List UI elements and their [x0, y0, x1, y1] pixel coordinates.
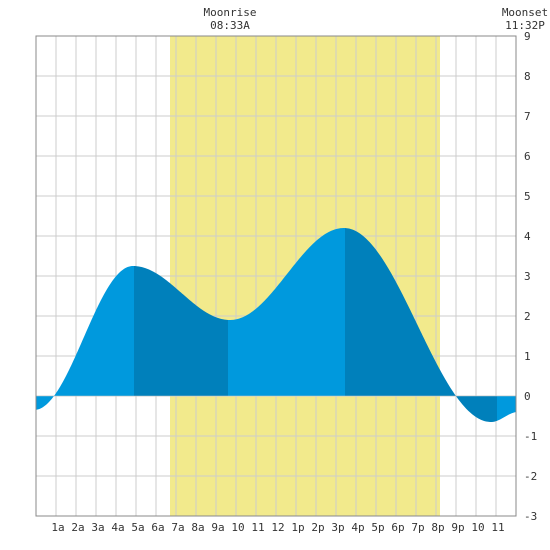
x-tick-label: 10 — [231, 521, 244, 534]
x-tick-label: 3p — [331, 521, 344, 534]
x-tick-label: 5p — [371, 521, 384, 534]
moonset-label: Moonset — [502, 6, 548, 19]
moonrise-time: 08:33A — [210, 19, 250, 32]
x-tick-label: 8p — [431, 521, 444, 534]
moonset-time: 11:32P — [505, 19, 545, 32]
x-tick-label: 11 — [491, 521, 504, 534]
y-tick-label: 1 — [524, 350, 531, 363]
x-tick-label: 6a — [151, 521, 164, 534]
x-tick-label: 9p — [451, 521, 464, 534]
y-tick-label: 8 — [524, 70, 531, 83]
x-tick-label: 10 — [471, 521, 484, 534]
x-tick-label: 4p — [351, 521, 364, 534]
tide-segment — [228, 228, 345, 396]
tide-segment — [36, 266, 134, 410]
tide-segment — [345, 228, 497, 422]
x-tick-label: 5a — [131, 521, 144, 534]
y-tick-label: 3 — [524, 270, 531, 283]
x-tick-label: 7p — [411, 521, 424, 534]
y-tick-label: -3 — [524, 510, 537, 523]
moonrise-label: Moonrise — [204, 6, 257, 19]
x-tick-label: 3a — [91, 521, 104, 534]
x-tick-label: 1p — [291, 521, 304, 534]
y-tick-label: 9 — [524, 30, 531, 43]
y-tick-label: 4 — [524, 230, 531, 243]
tide-segment — [134, 266, 228, 396]
y-tick-label: 5 — [524, 190, 531, 203]
tide-segment — [497, 396, 516, 421]
y-tick-label: -1 — [524, 430, 537, 443]
y-axis-ticks: -3 -2 -1 0 1 2 3 4 5 6 7 8 9 — [524, 30, 537, 523]
tide-area — [36, 228, 516, 422]
x-tick-label: 1a — [51, 521, 64, 534]
x-tick-label: 9a — [211, 521, 224, 534]
x-tick-label: 6p — [391, 521, 404, 534]
x-tick-label: 12 — [271, 521, 284, 534]
x-axis-ticks: 1a 2a 3a 4a 5a 6a 7a 8a 9a 10 11 12 1p 2p 3p 4p 5p 6p 7p 8p… — [51, 521, 504, 534]
y-tick-label: 2 — [524, 310, 531, 323]
y-tick-label: -2 — [524, 470, 537, 483]
x-tick-label: 2a — [71, 521, 84, 534]
plot-border — [35, 35, 517, 517]
x-tick-label: 11 — [251, 521, 264, 534]
x-tick-label: 7a — [171, 521, 184, 534]
x-tick-label: 4a — [111, 521, 124, 534]
moon-header: Moonrise 08:33A Moonset 11:32P — [204, 6, 549, 32]
y-tick-label: 0 — [524, 390, 531, 403]
grid-lines — [36, 35, 516, 517]
x-tick-label: 2p — [311, 521, 324, 534]
y-tick-label: 6 — [524, 150, 531, 163]
y-tick-label: 7 — [524, 110, 531, 123]
x-tick-label: 8a — [191, 521, 204, 534]
